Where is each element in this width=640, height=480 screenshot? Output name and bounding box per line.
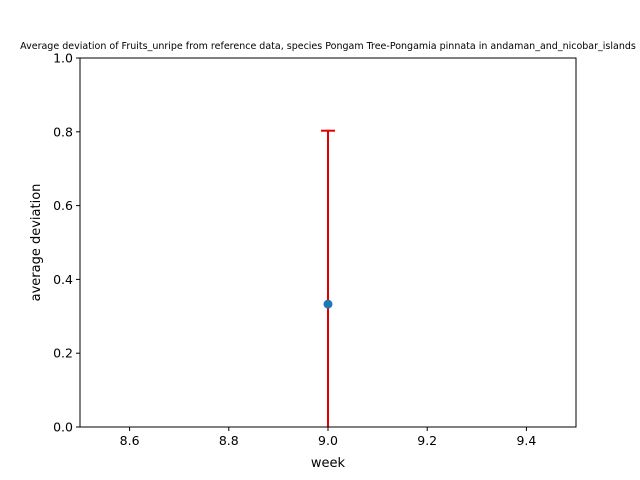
x-tick-label: 8.6 <box>120 433 140 448</box>
plot-frame <box>79 57 577 428</box>
y-axis-label: average deviation <box>29 184 44 302</box>
x-axis: 8.6 8.8 9.0 9.2 9.4 <box>120 427 536 448</box>
x-tick-label: 9.0 <box>318 433 338 448</box>
y-tick-label: 0.0 <box>53 420 73 435</box>
x-tick-label: 8.8 <box>219 433 239 448</box>
y-tick-label: 1.0 <box>53 51 73 66</box>
y-tick-label: 0.6 <box>53 198 73 213</box>
x-tick-label: 9.2 <box>417 433 437 448</box>
y-tick-label: 0.8 <box>53 124 73 139</box>
x-axis-label: week <box>311 456 346 471</box>
x-tick-label: 9.4 <box>516 433 536 448</box>
chart-title: Average deviation of Fruits_unripe from … <box>20 41 636 52</box>
y-tick-label: 0.2 <box>53 346 73 361</box>
y-axis: 0.0 0.2 0.4 0.6 0.8 1.0 <box>53 51 80 435</box>
y-tick-label: 0.4 <box>53 272 73 287</box>
data-point <box>323 299 333 309</box>
data-marks <box>321 129 335 427</box>
